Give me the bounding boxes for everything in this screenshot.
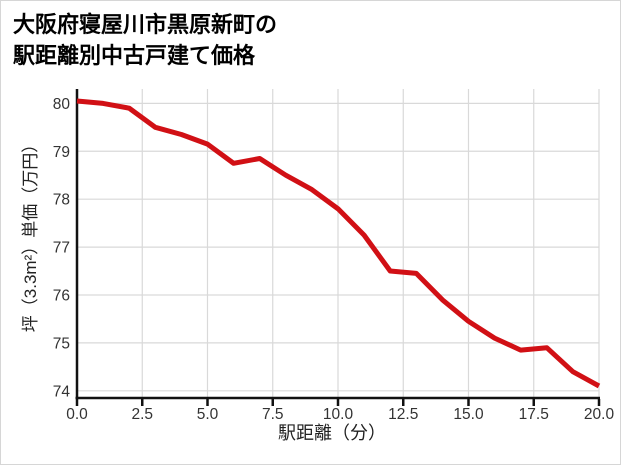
tick-label-y-76: 76 [53, 288, 70, 305]
tick-labels: 0.0 2.5 5.0 7.5 10.0 12.5 15.0 17.5 20.0 80 79 78 77… [53, 96, 615, 423]
tick-label-x-15.0: 15.0 [453, 406, 484, 423]
tick-label-y-77: 77 [53, 240, 70, 257]
tick-label-y-75: 75 [53, 335, 70, 352]
axes [75, 89, 600, 400]
tick-label-x-7.5: 7.5 [262, 406, 284, 423]
tick-label-x-10.0: 10.0 [323, 406, 354, 423]
tick-label-x-0.0: 0.0 [66, 406, 88, 423]
chart-title-line2: 駅距離別中古戸建て価格 [13, 43, 256, 68]
tick-label-y-80: 80 [53, 96, 71, 113]
chart-title: 大阪府寝屋川市黒原新町の 駅距離別中古戸建て価格 [13, 9, 277, 71]
data-series [76, 98, 601, 389]
tick-label-x-2.5: 2.5 [131, 406, 153, 423]
tick-label-y-78: 78 [53, 192, 70, 209]
x-axis-label: 駅距離（分） [278, 423, 386, 443]
price-line [76, 98, 601, 389]
tick-label-y-74: 74 [53, 383, 71, 400]
tick-label-y-79: 79 [53, 144, 70, 161]
tick-label-x-20.0: 20.0 [584, 406, 615, 423]
tick-label-x-17.5: 17.5 [519, 406, 549, 423]
chart-title-line1: 大阪府寝屋川市黒原新町の [13, 12, 278, 37]
axis-titles: 駅距離（分） [278, 423, 386, 443]
gridlines [77, 89, 600, 398]
tick-label-x-12.5: 12.5 [388, 406, 418, 423]
axis-ticks [75, 399, 601, 406]
tick-label-x-5.0: 5.0 [197, 406, 219, 423]
